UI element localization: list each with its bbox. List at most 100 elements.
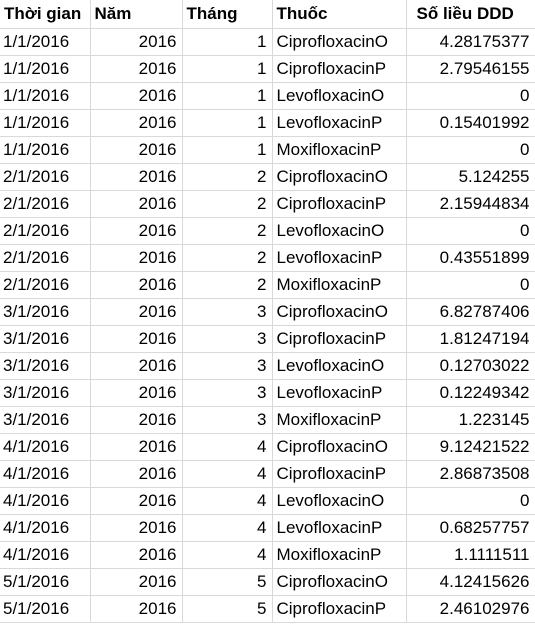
cell-year[interactable]: 2016 [90,433,183,461]
cell-drug[interactable]: CiprofloxacinP [272,460,407,488]
cell-year[interactable]: 2016 [90,541,183,569]
cell-date[interactable]: 4/1/2016 [0,541,91,569]
cell-ddd[interactable]: 1.81247194 [406,325,535,353]
cell-date[interactable]: 5/1/2016 [0,595,91,623]
cell-month[interactable]: 4 [182,541,273,569]
cell-drug[interactable]: CiprofloxacinP [272,325,407,353]
cell-month[interactable]: 2 [182,217,273,245]
cell-ddd[interactable]: 2.15944834 [406,190,535,218]
cell-ddd[interactable]: 0 [406,271,535,299]
cell-drug[interactable]: LevofloxacinP [272,109,407,137]
cell-ddd[interactable]: 6.82787406 [406,298,535,326]
header-cell-drug[interactable]: Thuốc [272,0,407,29]
header-cell-date[interactable]: Thời gian [0,0,91,29]
cell-year[interactable]: 2016 [90,352,183,380]
cell-ddd[interactable]: 0.15401992 [406,109,535,137]
cell-date[interactable]: 3/1/2016 [0,352,91,380]
cell-date[interactable]: 4/1/2016 [0,433,91,461]
cell-ddd[interactable]: 9.12421522 [406,433,535,461]
cell-drug[interactable]: CiprofloxacinO [272,433,407,461]
cell-date[interactable]: 1/1/2016 [0,136,91,164]
cell-date[interactable]: 1/1/2016 [0,55,91,83]
cell-date[interactable]: 2/1/2016 [0,163,91,191]
cell-drug[interactable]: CiprofloxacinP [272,190,407,218]
cell-month[interactable]: 3 [182,406,273,434]
cell-year[interactable]: 2016 [90,460,183,488]
cell-drug[interactable]: CiprofloxacinO [272,163,407,191]
cell-ddd[interactable]: 5.124255 [406,163,535,191]
cell-ddd[interactable]: 0.43551899 [406,244,535,272]
cell-date[interactable]: 4/1/2016 [0,460,91,488]
cell-ddd[interactable]: 2.79546155 [406,55,535,83]
header-cell-ddd[interactable]: Số liều DDD [406,0,535,29]
cell-ddd[interactable]: 0 [406,217,535,245]
cell-drug[interactable]: LevofloxacinP [272,244,407,272]
cell-month[interactable]: 2 [182,190,273,218]
cell-month[interactable]: 3 [182,379,273,407]
cell-year[interactable]: 2016 [90,298,183,326]
cell-drug[interactable]: MoxifloxacinP [272,271,407,299]
cell-year[interactable]: 2016 [90,271,183,299]
cell-year[interactable]: 2016 [90,325,183,353]
cell-month[interactable]: 3 [182,298,273,326]
cell-date[interactable]: 1/1/2016 [0,82,91,110]
cell-drug[interactable]: CiprofloxacinP [272,55,407,83]
cell-month[interactable]: 2 [182,244,273,272]
cell-ddd[interactable]: 1.223145 [406,406,535,434]
cell-year[interactable]: 2016 [90,55,183,83]
cell-year[interactable]: 2016 [90,28,183,56]
cell-date[interactable]: 5/1/2016 [0,568,91,596]
cell-date[interactable]: 2/1/2016 [0,271,91,299]
cell-year[interactable]: 2016 [90,163,183,191]
cell-month[interactable]: 1 [182,136,273,164]
cell-year[interactable]: 2016 [90,514,183,542]
cell-date[interactable]: 2/1/2016 [0,244,91,272]
cell-date[interactable]: 4/1/2016 [0,487,91,515]
cell-month[interactable]: 2 [182,163,273,191]
cell-ddd[interactable]: 4.28175377 [406,28,535,56]
cell-year[interactable]: 2016 [90,379,183,407]
cell-month[interactable]: 1 [182,55,273,83]
cell-year[interactable]: 2016 [90,595,183,623]
cell-date[interactable]: 3/1/2016 [0,298,91,326]
cell-month[interactable]: 3 [182,325,273,353]
cell-drug[interactable]: LevofloxacinO [272,352,407,380]
cell-month[interactable]: 2 [182,271,273,299]
cell-date[interactable]: 2/1/2016 [0,217,91,245]
cell-drug[interactable]: MoxifloxacinP [272,136,407,164]
cell-date[interactable]: 3/1/2016 [0,406,91,434]
cell-month[interactable]: 4 [182,460,273,488]
cell-drug[interactable]: CiprofloxacinO [272,568,407,596]
cell-month[interactable]: 4 [182,487,273,515]
cell-month[interactable]: 1 [182,82,273,110]
cell-ddd[interactable]: 0 [406,136,535,164]
cell-month[interactable]: 1 [182,28,273,56]
cell-month[interactable]: 4 [182,433,273,461]
cell-month[interactable]: 1 [182,109,273,137]
cell-ddd[interactable]: 0.12249342 [406,379,535,407]
cell-date[interactable]: 3/1/2016 [0,325,91,353]
cell-drug[interactable]: LevofloxacinO [272,487,407,515]
cell-drug[interactable]: LevofloxacinP [272,379,407,407]
cell-year[interactable]: 2016 [90,109,183,137]
cell-ddd[interactable]: 1.1111511 [406,541,535,569]
header-cell-month[interactable]: Tháng [182,0,273,29]
cell-month[interactable]: 4 [182,514,273,542]
cell-drug[interactable]: CiprofloxacinP [272,595,407,623]
cell-date[interactable]: 3/1/2016 [0,379,91,407]
cell-ddd[interactable]: 4.12415626 [406,568,535,596]
cell-ddd[interactable]: 2.86873508 [406,460,535,488]
cell-drug[interactable]: MoxifloxacinP [272,406,407,434]
cell-month[interactable]: 5 [182,568,273,596]
cell-drug[interactable]: CiprofloxacinO [272,298,407,326]
cell-year[interactable]: 2016 [90,217,183,245]
cell-month[interactable]: 3 [182,352,273,380]
cell-drug[interactable]: CiprofloxacinO [272,28,407,56]
cell-date[interactable]: 1/1/2016 [0,109,91,137]
cell-ddd[interactable]: 2.46102976 [406,595,535,623]
cell-drug[interactable]: MoxifloxacinP [272,541,407,569]
cell-ddd[interactable]: 0 [406,487,535,515]
cell-ddd[interactable]: 0.12703022 [406,352,535,380]
cell-year[interactable]: 2016 [90,190,183,218]
cell-drug[interactable]: LevofloxacinP [272,514,407,542]
